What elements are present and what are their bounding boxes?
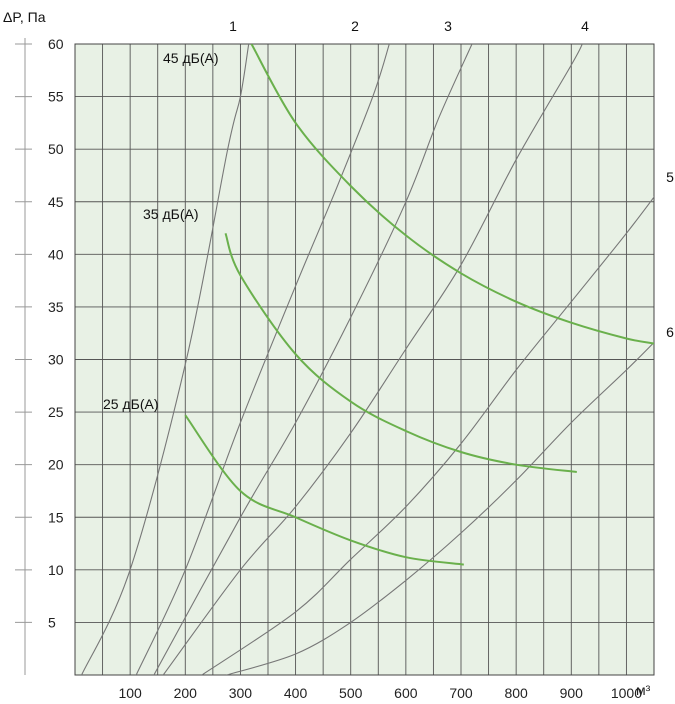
y-axis-label: ΔP, Па (3, 9, 46, 25)
x-tick-label: 300 (229, 685, 253, 701)
fan-curve-label-6: 6 (666, 324, 674, 340)
fan-curve-6 (226, 341, 654, 675)
fan-curves (81, 44, 654, 675)
noise-curve-label-3: 45 дБ(А) (163, 50, 218, 66)
x-tick-label: 200 (174, 685, 198, 701)
y-tick-label: 60 (48, 36, 64, 52)
noise-curves (184, 44, 654, 566)
fan-curve-label-4: 4 (581, 18, 589, 34)
x-tick-label: 700 (449, 685, 473, 701)
y-tick-label: 35 (48, 299, 64, 315)
noise-curve-2 (224, 232, 577, 473)
y-tick-label: 45 (48, 194, 64, 210)
y-tick-label: 50 (48, 141, 64, 157)
x-tick-label: 600 (394, 685, 418, 701)
noise-curve-1 (184, 414, 464, 566)
fan-curve-1 (81, 44, 250, 675)
x-tick-label: 1000 (611, 685, 642, 701)
y-tick-label: 5 (48, 614, 56, 630)
y-tick-label: 40 (48, 246, 64, 262)
fan-curve-2 (135, 44, 390, 675)
x-tick-label: 800 (504, 685, 528, 701)
fan-curve-label-1: 1 (229, 18, 237, 34)
x-tick-label: 900 (560, 685, 584, 701)
y-tick-label: 30 (48, 352, 64, 368)
y-tick-label: 55 (48, 89, 64, 105)
fan-curve-label-5: 5 (666, 169, 674, 185)
noise-curve-label-2: 35 дБ(А) (143, 206, 198, 222)
x-tick-label: 500 (339, 685, 363, 701)
x-tick-label: 400 (284, 685, 308, 701)
y-tick-label: 20 (48, 457, 64, 473)
fan-curve-4 (162, 44, 583, 675)
noise-curve-3 (250, 44, 654, 345)
fan-curve-label-2: 2 (351, 18, 359, 34)
y-tick-label: 10 (48, 562, 64, 578)
x-tick-label: 100 (118, 685, 142, 701)
fan-curve-label-3: 3 (444, 18, 452, 34)
fan-curve-5 (201, 196, 654, 675)
plot-frame (74, 43, 655, 676)
fan-curve-3 (153, 44, 473, 675)
y-tick-label: 15 (48, 509, 64, 525)
x-axis-unit: м³ (636, 682, 651, 698)
noise-curve-label-1: 25 дБ(А) (103, 396, 158, 412)
y-tick-label: 25 (48, 404, 64, 420)
